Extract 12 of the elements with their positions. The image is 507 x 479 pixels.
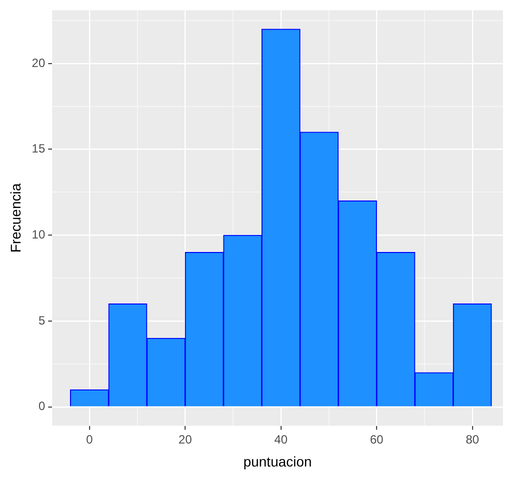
x-axis-title: puntuacion <box>243 453 312 470</box>
x-tick-label: 40 <box>274 432 288 446</box>
x-tick-label: 0 <box>86 432 94 446</box>
x-tick-label: 60 <box>370 432 384 446</box>
x-tick-label: 80 <box>466 432 480 446</box>
y-tick-label: 15 <box>32 142 46 156</box>
y-axis-title: Frecuencia <box>7 183 24 253</box>
y-tick-label: 10 <box>32 227 46 242</box>
x-tick-label: 20 <box>178 432 192 446</box>
y-tick-label: 0 <box>38 399 46 414</box>
y-tick-label: 5 <box>38 313 46 328</box>
y-tick-label: 20 <box>32 56 46 70</box>
